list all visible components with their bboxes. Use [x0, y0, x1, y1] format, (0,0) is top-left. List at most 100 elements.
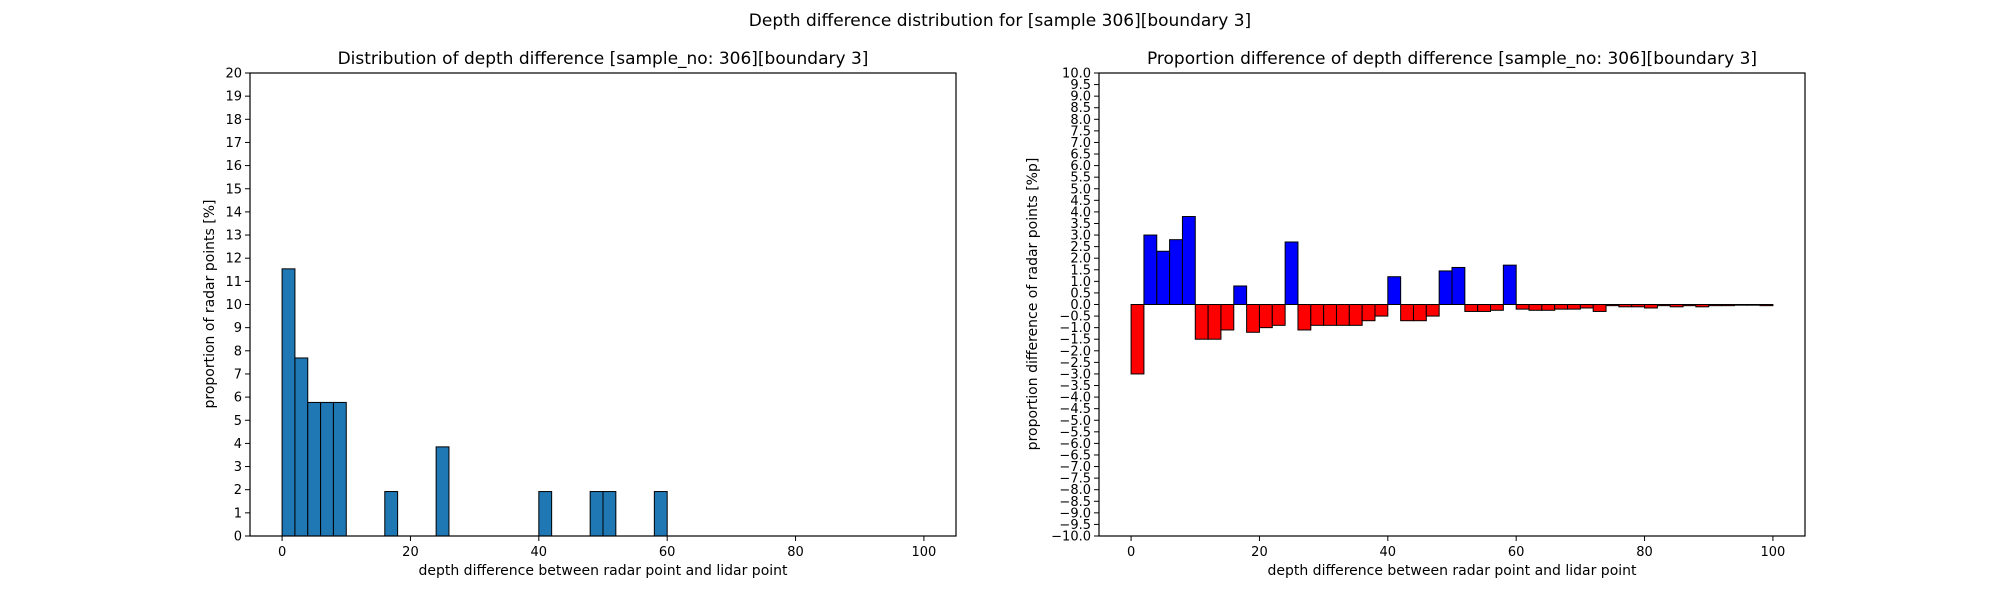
proportion-difference-y-tick-label: 9.5 — [1070, 78, 1091, 93]
proportion-difference-chart: Proportion difference of depth differenc… — [1025, 49, 1806, 579]
proportion-difference-bar — [1258, 304, 1273, 329]
proportion-difference-bar — [1194, 304, 1209, 340]
proportion-difference-x-tick-label: 0 — [1127, 545, 1135, 560]
proportion-difference-y-tick-label: 7.5 — [1070, 124, 1091, 139]
distribution-y-tick-label: 14 — [225, 205, 242, 220]
proportion-difference-bar — [1618, 304, 1633, 308]
proportion-difference-bar — [1541, 304, 1556, 311]
proportion-difference-x-tick-label: 20 — [1251, 545, 1268, 560]
proportion-difference-bar — [1335, 304, 1350, 326]
proportion-difference-bar — [1554, 304, 1569, 310]
proportion-difference-bar — [1361, 304, 1376, 322]
distribution-y-tick-label: 9 — [234, 321, 242, 336]
proportion-difference-bar — [1271, 304, 1286, 326]
proportion-difference-bar — [1425, 304, 1440, 317]
proportion-difference-y-tick-label: 3.5 — [1070, 217, 1091, 232]
proportion-difference-bar — [1656, 304, 1671, 307]
proportion-difference-bar — [1669, 304, 1684, 308]
distribution-y-tick-label: 12 — [225, 252, 242, 267]
proportion-difference-y-tick-label: 8.0 — [1070, 113, 1091, 128]
distribution-x-tick-label: 20 — [402, 545, 419, 560]
proportion-difference-bar — [1682, 304, 1697, 307]
proportion-difference-y-tick-label: 4.5 — [1070, 194, 1091, 209]
proportion-difference-y-tick-label: −4.5 — [1059, 402, 1091, 417]
distribution-y-tick-label: 6 — [234, 391, 242, 406]
distribution-x-tick-label: 80 — [787, 545, 804, 560]
distribution-bar — [384, 491, 399, 537]
distribution-bar — [602, 491, 617, 537]
proportion-difference-bar — [1246, 304, 1260, 333]
proportion-difference-bar — [1169, 239, 1183, 305]
proportion-difference-bar — [1631, 304, 1646, 308]
proportion-difference-bar — [1464, 304, 1479, 312]
proportion-difference-bar — [1220, 304, 1235, 331]
proportion-difference-bar — [1297, 304, 1312, 331]
distribution-y-tick-label: 8 — [234, 344, 242, 359]
proportion-difference-bar — [1721, 304, 1735, 307]
proportion-difference-y-tick-label: −10.0 — [1051, 530, 1091, 545]
distribution-y-tick-label: 17 — [225, 136, 242, 151]
proportion-difference-y-tick-label: −5.5 — [1059, 425, 1091, 440]
proportion-difference-y-tick-label: 2.0 — [1070, 252, 1091, 267]
left-y-axis-label: proportion of radar points [%] — [202, 199, 218, 408]
proportion-difference-y-tick-label: −7.5 — [1059, 472, 1091, 487]
right-y-axis-label: proportion difference of radar points [%… — [1025, 158, 1041, 451]
distribution-y-tick-label: 20 — [225, 67, 242, 82]
right-chart-title: Proportion difference of depth differenc… — [1147, 49, 1757, 69]
distribution-bar — [653, 491, 668, 537]
distribution-y-tick-label: 0 — [234, 530, 242, 545]
left-x-axis-label: depth difference between radar point and… — [418, 563, 788, 579]
distribution-bar — [281, 268, 296, 537]
proportion-difference-bar — [1181, 216, 1196, 305]
proportion-difference-y-tick-label: −4.0 — [1059, 391, 1091, 406]
proportion-difference-y-tick-label: 0.0 — [1070, 298, 1091, 313]
proportion-difference-bar — [1323, 304, 1337, 326]
proportion-difference-bar — [1130, 304, 1145, 375]
distribution-chart: Distribution of depth difference [sample… — [202, 49, 957, 579]
distribution-y-tick-label: 1 — [234, 506, 242, 521]
proportion-difference-bar — [1733, 304, 1748, 306]
proportion-difference-bar — [1387, 276, 1402, 306]
proportion-difference-y-tick-label: −2.5 — [1059, 356, 1091, 371]
distribution-bar — [332, 401, 347, 537]
proportion-difference-y-tick-label: −0.5 — [1059, 310, 1091, 325]
proportion-difference-bar — [1567, 304, 1581, 310]
proportion-difference-y-tick-label: 6.5 — [1070, 148, 1091, 163]
proportion-difference-y-tick-label: 4.0 — [1070, 205, 1091, 220]
distribution-y-tick-label: 2 — [234, 483, 242, 498]
proportion-difference-bar — [1400, 304, 1414, 322]
proportion-difference-bar — [1528, 304, 1543, 311]
distribution-y-tick-label: 18 — [225, 113, 242, 128]
proportion-difference-bar — [1451, 266, 1466, 305]
proportion-difference-y-tick-label: 9.0 — [1070, 90, 1091, 105]
proportion-difference-bar — [1592, 304, 1607, 312]
left-plot-frame — [249, 72, 957, 537]
proportion-difference-y-tick-label: −8.5 — [1059, 495, 1091, 510]
distribution-y-tick-label: 10 — [225, 298, 242, 313]
proportion-difference-y-tick-label: 3.0 — [1070, 229, 1091, 244]
distribution-y-tick-label: 5 — [234, 414, 242, 429]
distribution-bar — [538, 491, 553, 537]
proportion-difference-bar — [1284, 241, 1299, 305]
proportion-difference-x-tick-label: 40 — [1380, 545, 1397, 560]
proportion-difference-y-tick-label: −6.0 — [1059, 437, 1091, 452]
proportion-difference-y-tick-label: −3.0 — [1059, 367, 1091, 382]
distribution-y-tick-label: 19 — [225, 90, 242, 105]
proportion-difference-x-tick-label: 80 — [1636, 545, 1653, 560]
proportion-difference-y-tick-label: −6.5 — [1059, 448, 1091, 463]
distribution-y-tick-label: 13 — [225, 229, 242, 244]
proportion-difference-y-tick-label: 8.5 — [1070, 101, 1091, 116]
proportion-difference-y-tick-label: −8.0 — [1059, 483, 1091, 498]
distribution-x-tick-label: 100 — [911, 545, 936, 560]
proportion-difference-bar — [1708, 304, 1723, 307]
right-x-axis-label: depth difference between radar point and… — [1267, 563, 1637, 579]
proportion-difference-bar — [1438, 270, 1453, 305]
proportion-difference-y-tick-label: −7.0 — [1059, 460, 1091, 475]
proportion-difference-y-tick-label: 10.0 — [1062, 67, 1091, 82]
left-chart-title: Distribution of depth difference [sample… — [338, 49, 869, 69]
proportion-difference-y-tick-label: 1.0 — [1070, 275, 1091, 290]
proportion-difference-y-tick-label: −1.0 — [1059, 321, 1091, 336]
proportion-difference-bar — [1490, 304, 1504, 311]
distribution-bar — [320, 401, 334, 537]
